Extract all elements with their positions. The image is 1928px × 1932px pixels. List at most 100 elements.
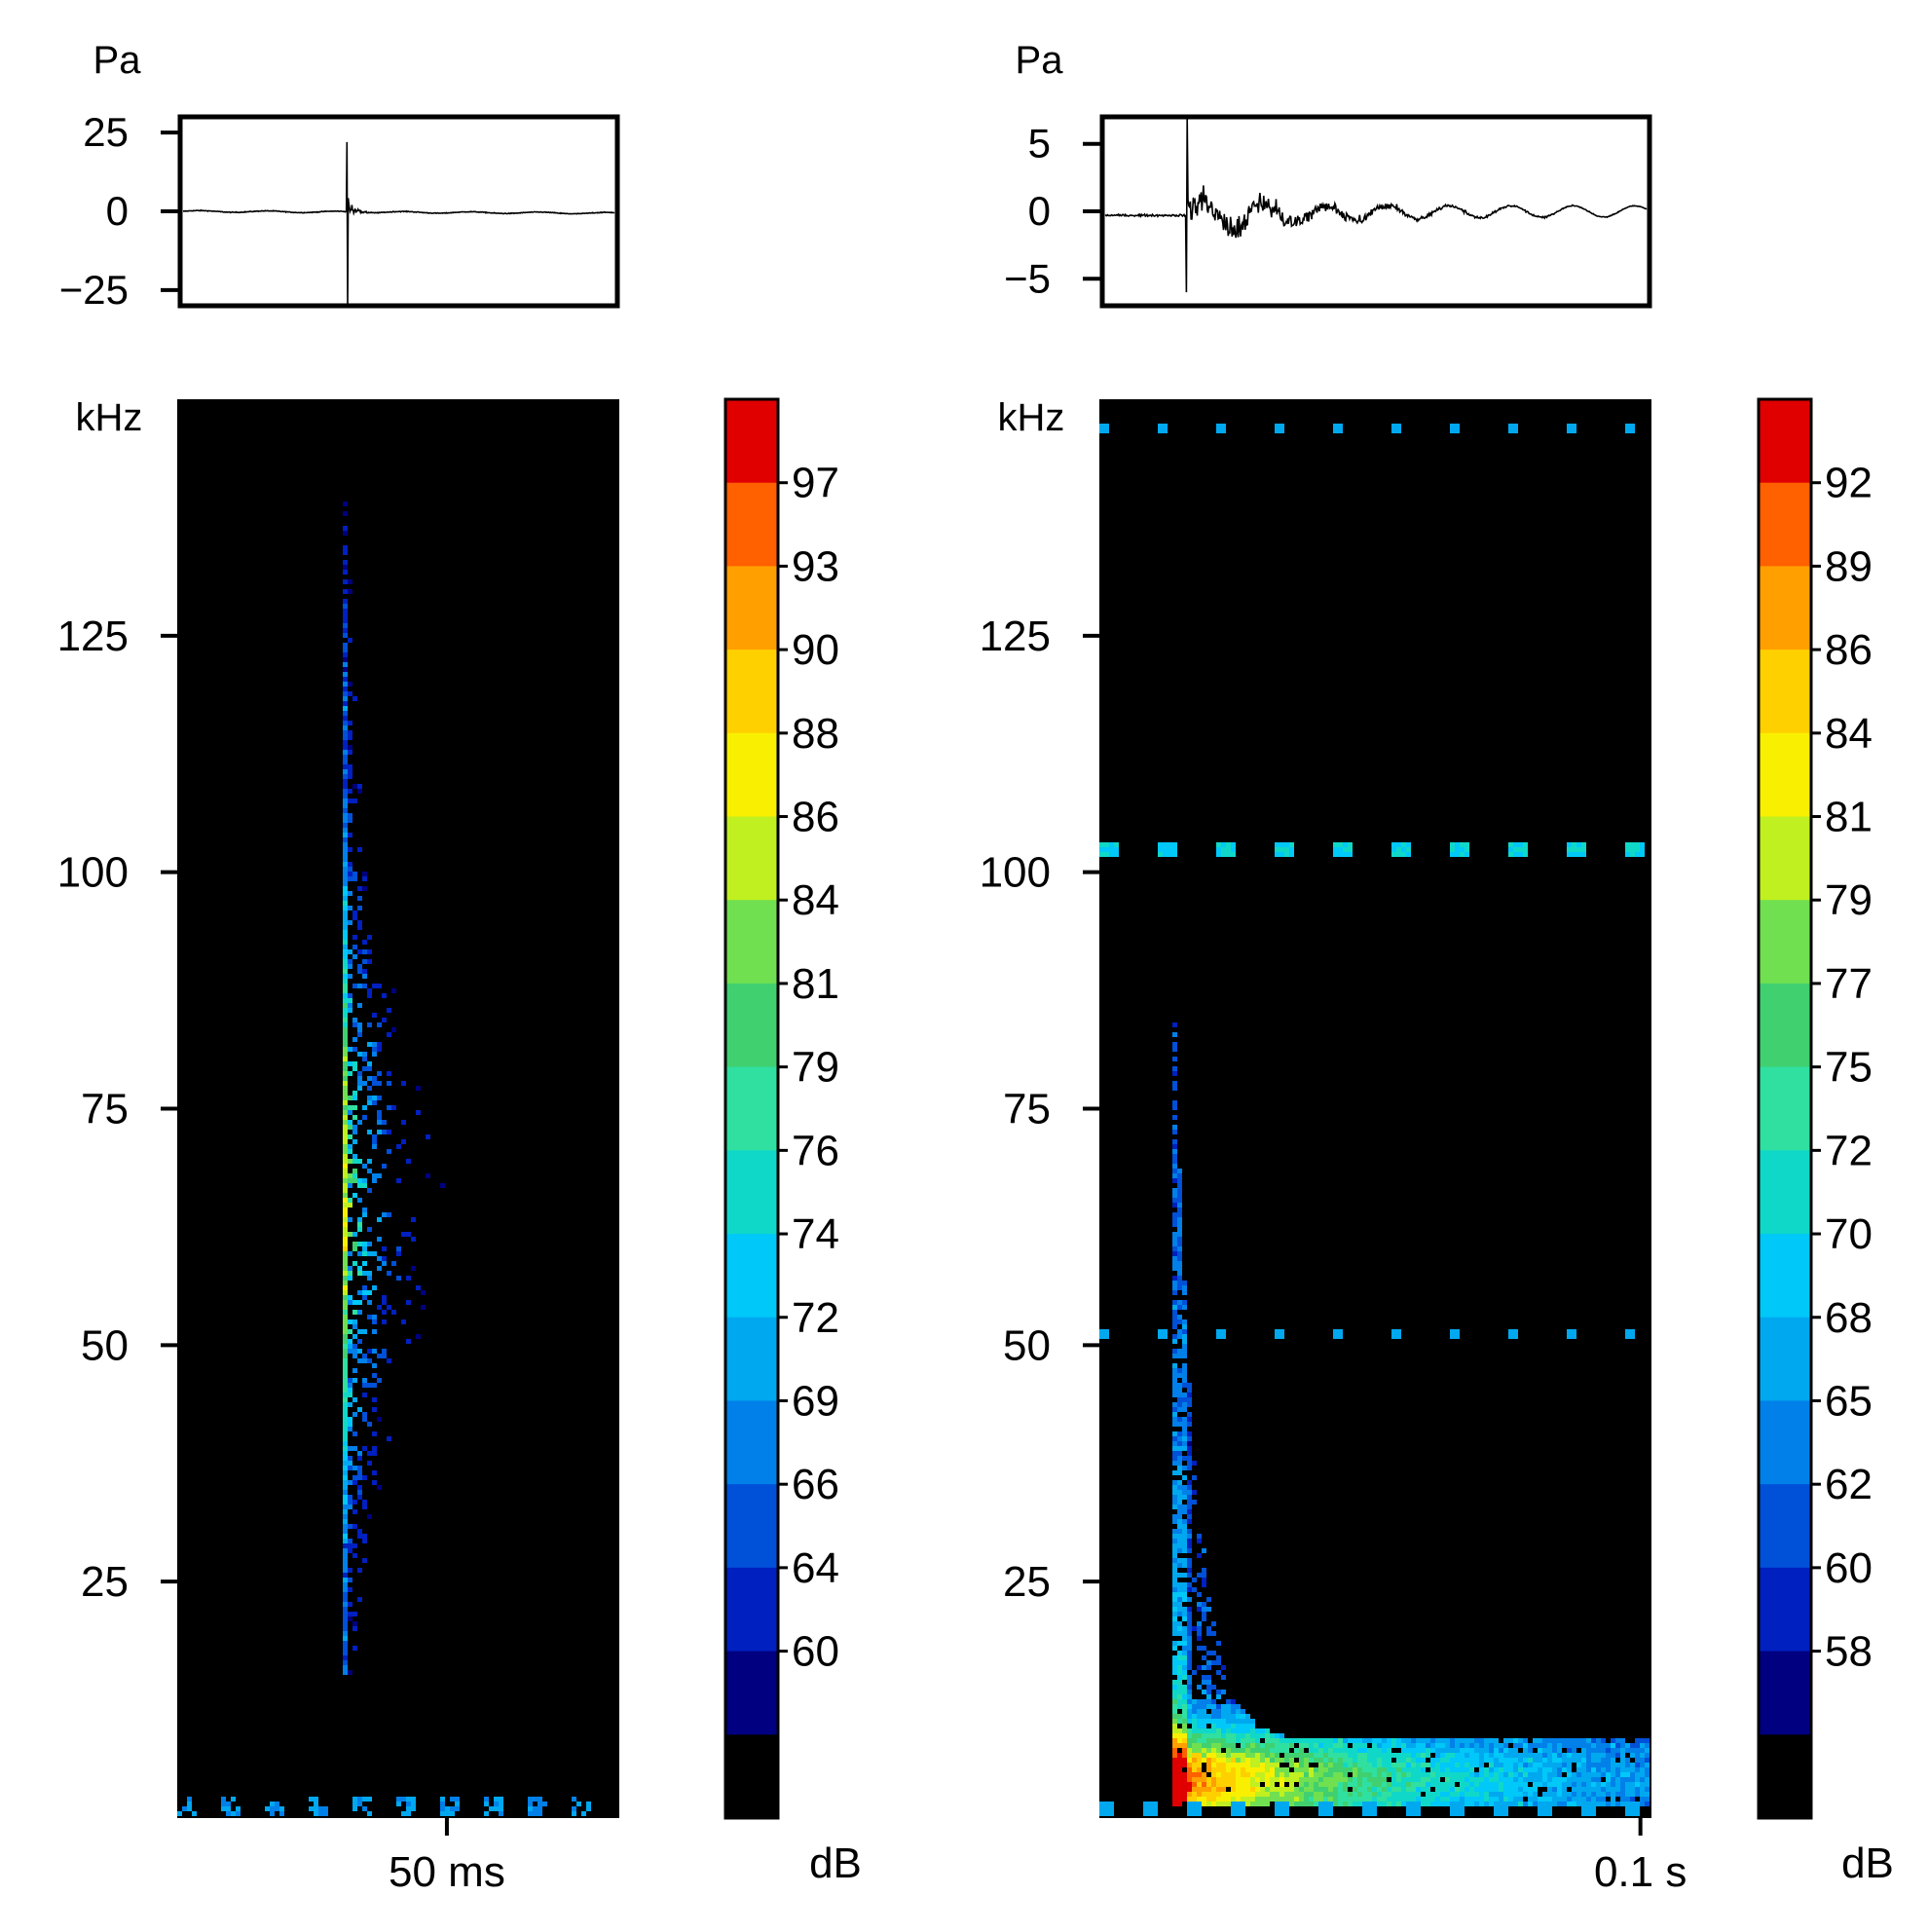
left-spectrogram-cell	[401, 1811, 406, 1816]
left-spectrogram-cell	[343, 964, 348, 969]
right-spectrogram-cell	[1289, 1753, 1294, 1758]
right-spectrogram-cell	[1362, 1811, 1367, 1816]
right-spectrogram-cell	[1294, 1763, 1299, 1767]
right-spectrogram-cell	[1231, 1748, 1236, 1753]
left-spectrogram-cell	[343, 789, 348, 794]
right-spectrogram-cell	[1172, 1753, 1177, 1758]
right-spectrogram-cell	[1625, 852, 1630, 857]
left-spectrogram-cell	[343, 1305, 348, 1310]
right-spectrogram-cell	[1343, 1748, 1348, 1753]
right-spectrogram-cell	[1177, 1738, 1182, 1743]
right-spectrogram-cell	[1348, 1782, 1353, 1787]
right-spectrogram-cell	[1576, 1743, 1581, 1748]
right-spectrogram-cell	[1421, 1787, 1426, 1792]
left-spectrogram-cell	[348, 1339, 352, 1344]
left-spectrogram-cell	[499, 1797, 503, 1802]
right-spectrogram-cell	[1338, 1763, 1343, 1767]
left-spectrogram-cell	[357, 1470, 362, 1475]
right-spectrogram-cell	[1362, 1806, 1367, 1811]
right-spectrogram-cell	[1309, 1777, 1314, 1782]
right-spectrogram-cell	[1202, 1704, 1206, 1709]
right-spectrogram-cell	[1172, 1553, 1177, 1558]
right-spectrogram-cell	[1192, 1733, 1197, 1738]
right-spectrogram-cell	[1372, 1758, 1377, 1763]
right-spectrogram-cell	[1523, 852, 1528, 857]
right-spectrogram-cell	[1241, 1797, 1245, 1802]
right-spectrogram-cell	[1172, 1388, 1177, 1393]
right-spectrogram-cell	[1513, 424, 1518, 428]
right-spectrogram-cell	[1206, 1763, 1211, 1767]
left-spectrogram-cell	[348, 745, 352, 750]
right-spectrogram-cell	[1114, 852, 1119, 857]
right-spectrogram-cell	[1187, 1397, 1192, 1402]
right-spectrogram-cell	[1430, 1782, 1435, 1787]
left-spectrogram-cell	[362, 940, 367, 945]
right-spectrogram-cell	[1275, 428, 1279, 433]
left-spectrogram-cell	[343, 725, 348, 730]
right-spectrogram-cell	[1172, 1505, 1177, 1509]
right-spectrogram-cell	[1255, 1792, 1260, 1797]
right-spectrogram-cell	[1557, 1767, 1562, 1772]
right-spectrogram-cell	[1182, 1393, 1187, 1397]
right-spectrogram-cell	[1314, 1772, 1318, 1777]
left-spectrogram-cell	[362, 1446, 367, 1451]
left-spectrogram-cell	[348, 1096, 352, 1100]
left-spectrogram-cell	[343, 604, 348, 609]
right-spectrogram-cell	[1465, 1802, 1469, 1806]
right-spectrogram-cell	[1270, 1753, 1275, 1758]
left-spectrogram-cell	[352, 1344, 357, 1349]
right-spectrogram-cell	[1289, 842, 1294, 847]
left-spectrogram-cell	[343, 1568, 348, 1573]
left-spectrogram-cell	[343, 857, 348, 862]
right-spectrogram-cell	[1221, 1792, 1226, 1797]
right-spectrogram-cell	[1343, 842, 1348, 847]
right-spectrogram-cell	[1440, 1792, 1445, 1797]
left-spectrogram-cell	[362, 1251, 367, 1256]
left-spectrogram-cell	[382, 993, 387, 998]
right-spectrogram-cell	[1411, 1782, 1416, 1787]
left-spectrogram-cell	[343, 1431, 348, 1436]
left-spectrogram-cell	[406, 1300, 411, 1305]
right-spectrogram-cell	[1338, 1753, 1343, 1758]
right-spectrogram-cell	[1236, 1704, 1241, 1709]
right-spectrogram-cell	[1172, 1733, 1177, 1738]
left-spectrogram-cell	[362, 1178, 367, 1183]
right-spectrogram-cell	[1328, 1738, 1333, 1743]
right-spectrogram-cell	[1211, 1660, 1216, 1665]
right-spectrogram-cell	[1362, 1792, 1367, 1797]
right-spectrogram-cell	[1518, 1738, 1523, 1743]
left-spectrogram-cell	[314, 1797, 318, 1802]
right-spectrogram-cell	[1406, 847, 1411, 852]
right-spectrogram-cell	[1625, 428, 1630, 433]
right-spectrogram-cell	[1606, 1743, 1611, 1748]
left-spectrogram-cell	[352, 1397, 357, 1402]
right-spectrogram-cell	[1187, 1441, 1192, 1446]
right-spectrogram-cell	[1333, 1787, 1338, 1792]
right-spectrogram-cell	[1435, 1787, 1440, 1792]
right-spectrogram-cell	[1606, 1763, 1611, 1767]
left-colorbar-band	[725, 1651, 778, 1735]
right-spectrogram-cell	[1460, 1787, 1465, 1792]
left-spectrogram-cell	[362, 1115, 367, 1120]
right-spectrogram-cell	[1367, 1753, 1372, 1758]
right-spectrogram-cell	[1255, 1733, 1260, 1738]
right-spectrogram-cell	[1279, 1334, 1284, 1339]
right-spectrogram-cell	[1279, 424, 1284, 428]
left-spectrogram-cell	[450, 1811, 455, 1816]
right-spectrogram-cell	[1494, 1743, 1499, 1748]
right-spectrogram-cell	[1250, 1802, 1255, 1806]
right-spectrogram-cell	[1202, 1655, 1206, 1660]
right-spectrogram-cell	[1635, 1772, 1640, 1777]
right-spectrogram-cell	[1479, 1787, 1484, 1792]
right-spectrogram-cell	[1499, 1767, 1503, 1772]
right-spectrogram-cell	[1221, 1733, 1226, 1738]
right-spectrogram-cell	[1382, 1777, 1387, 1782]
right-spectrogram-cell	[1163, 852, 1168, 857]
right-spectrogram-cell	[1236, 1709, 1241, 1714]
right-spectrogram-cell	[1469, 1772, 1474, 1777]
right-spectrogram-cell	[1172, 852, 1177, 857]
right-spectrogram-cell	[1202, 1733, 1206, 1738]
right-spectrogram-cell	[1172, 1621, 1177, 1626]
right-spectrogram-cell	[1177, 1402, 1182, 1407]
right-spectrogram-cell	[1562, 1782, 1567, 1787]
